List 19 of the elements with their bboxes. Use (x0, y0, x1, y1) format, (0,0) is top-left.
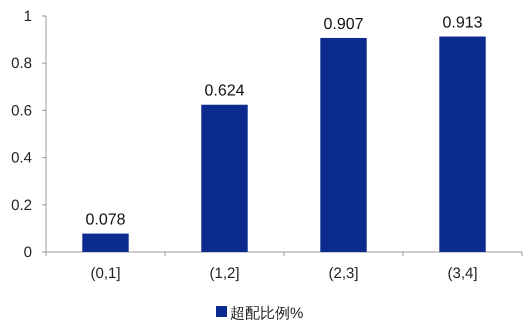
x-tick-label: (2,3] (328, 265, 359, 282)
legend-label: 超配比例% (230, 305, 304, 322)
bar (201, 104, 248, 252)
y-tick-label: 0 (24, 244, 32, 261)
y-tick-label: 0.4 (11, 150, 32, 167)
bar (82, 234, 129, 252)
x-tick-label: (1,2] (209, 265, 240, 282)
x-tick-label: (3,4] (447, 265, 478, 282)
x-tick-label: (0,1] (90, 265, 121, 282)
data-label: 0.624 (204, 82, 245, 100)
y-tick-label: 1 (24, 8, 32, 25)
data-label: 0.907 (323, 16, 364, 33)
y-tick-label: 0.6 (11, 102, 32, 120)
y-tick-label: 0.2 (11, 196, 32, 214)
data-label: 0.078 (85, 212, 126, 229)
bar (439, 36, 486, 252)
y-tick-label: 0.8 (11, 55, 32, 72)
bar (320, 38, 367, 252)
data-label: 0.913 (442, 14, 483, 32)
